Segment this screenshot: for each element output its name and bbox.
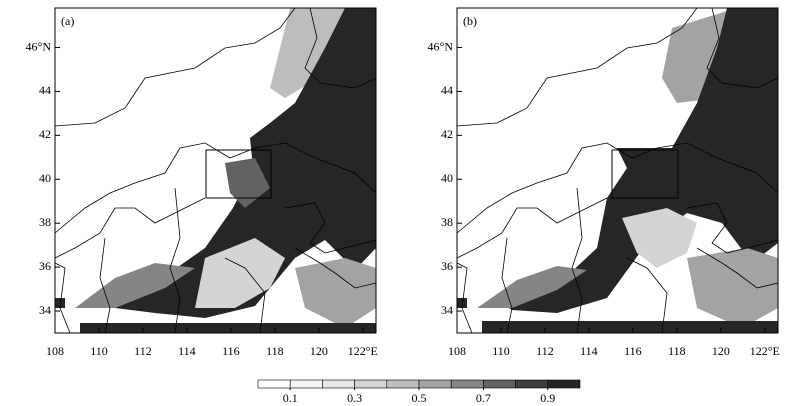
- x-tick-label: 112: [536, 344, 554, 358]
- x-tick-label: 118: [266, 344, 284, 358]
- colorbar-box: [418, 379, 452, 389]
- colorbar-label: 0.1: [283, 391, 298, 405]
- x-tick-label: 122°E: [348, 344, 378, 358]
- x-tick-label: 108: [46, 344, 64, 358]
- y-tick-label: 42: [39, 127, 51, 141]
- colorbar-box: [354, 379, 388, 389]
- panel-label: (a): [61, 14, 74, 28]
- y-tick-label: 34: [39, 303, 51, 317]
- y-tick-label: 34: [441, 303, 453, 317]
- colorbar-label: 0.9: [540, 391, 555, 405]
- y-tick-label: 42: [441, 127, 453, 141]
- x-tick-label: 108: [448, 344, 466, 358]
- y-tick-label: 40: [39, 171, 51, 185]
- frame: [456, 7, 779, 334]
- x-tick-label: 116: [624, 344, 642, 358]
- y-tick-label: 36: [39, 259, 51, 273]
- colorbar-box: [322, 379, 355, 389]
- colorbar-box: [289, 379, 323, 389]
- colorbar-box: [547, 379, 581, 389]
- colorbar-box: [515, 379, 549, 389]
- x-tick-label: 112: [134, 344, 152, 358]
- y-tick-label: 36: [441, 259, 453, 273]
- frame: [54, 7, 377, 334]
- panel-a: (a): [54, 7, 377, 334]
- y-tick-label: 38: [441, 215, 453, 229]
- x-tick-label: 114: [580, 344, 598, 358]
- x-tick-label: 110: [492, 344, 510, 358]
- panel-label: (b): [463, 14, 477, 28]
- y-tick-label: 38: [39, 215, 51, 229]
- panel-b: (b): [456, 7, 779, 334]
- x-tick-label: 114: [178, 344, 196, 358]
- colorbar-box: [450, 379, 484, 389]
- x-tick-label: 120: [310, 344, 328, 358]
- colorbar-box: [483, 379, 516, 389]
- x-tick-label: 110: [90, 344, 108, 358]
- colorbar-label: 0.3: [347, 391, 362, 405]
- y-tick-label: 44: [39, 83, 51, 97]
- x-tick-label: 120: [712, 344, 730, 358]
- y-tick-label: 46°N: [26, 39, 52, 53]
- x-tick-label: 116: [222, 344, 240, 358]
- y-tick-label: 44: [441, 83, 453, 97]
- y-tick-label: 40: [441, 171, 453, 185]
- x-tick-label: 118: [668, 344, 686, 358]
- y-tick-label: 46°N: [428, 39, 454, 53]
- colorbar-label: 0.5: [412, 391, 427, 405]
- colorbar-label: 0.7: [476, 391, 491, 405]
- colorbar-box: [257, 379, 291, 389]
- colorbar-box: [386, 379, 420, 389]
- x-tick-label: 122°E: [750, 344, 780, 358]
